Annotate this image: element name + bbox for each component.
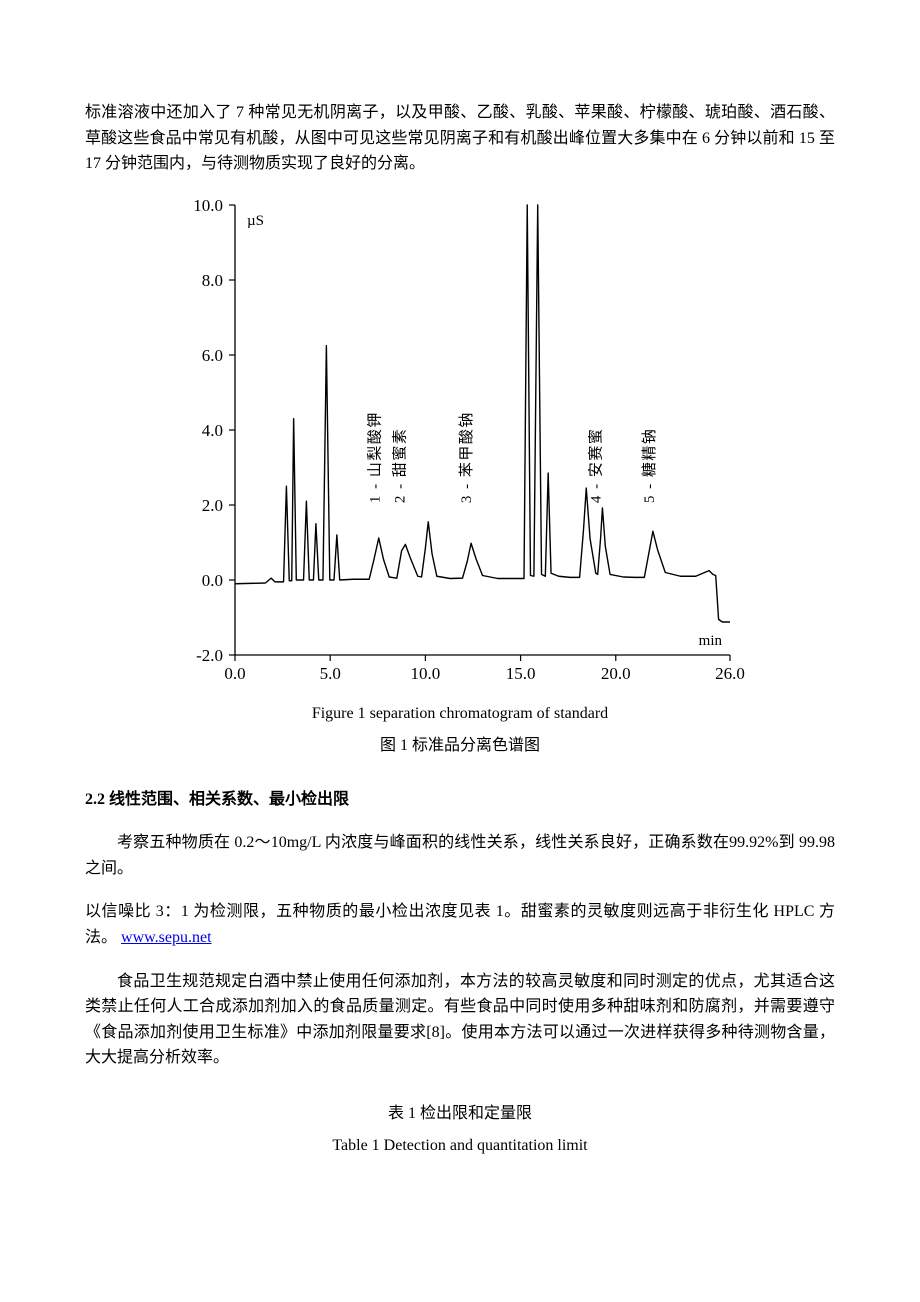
section-2-2-heading: 2.2 线性范围、相关系数、最小检出限 (85, 787, 835, 813)
chromatogram-svg: -2.00.02.04.06.08.010.00.05.010.015.020.… (173, 195, 748, 687)
svg-text:2.0: 2.0 (201, 496, 222, 515)
svg-text:3 - 苯甲酸钠: 3 - 苯甲酸钠 (458, 411, 475, 503)
table1-caption-zh: 表 1 检出限和定量限 (85, 1101, 835, 1127)
svg-text:-2.0: -2.0 (196, 646, 223, 665)
svg-text:6.0: 6.0 (201, 346, 222, 365)
section-2-2-p2: 以信噪比 3：1 为检测限，五种物质的最小检出浓度见表 1。甜蜜素的灵敏度则远高… (85, 899, 835, 950)
table1-caption-en: Table 1 Detection and quantitation limit (85, 1133, 835, 1159)
section-2-2-p3: 食品卫生规范规定白酒中禁止使用任何添加剂，本方法的较高灵敏度和同时测定的优点，尤… (85, 969, 835, 1071)
svg-text:26.0: 26.0 (715, 664, 745, 683)
svg-text:15.0: 15.0 (505, 664, 535, 683)
svg-text:0.0: 0.0 (201, 571, 222, 590)
svg-text:5.0: 5.0 (319, 664, 340, 683)
section-2-2-p1: 考察五种物质在 0.2～10mg/L 内浓度与峰面积的线性关系，线性关系良好，正… (85, 830, 835, 881)
svg-text:8.0: 8.0 (201, 271, 222, 290)
svg-text:2 - 甜蜜素: 2 - 甜蜜素 (391, 427, 408, 503)
svg-text:10.0: 10.0 (193, 196, 223, 215)
svg-text:µS: µS (247, 213, 264, 229)
svg-text:0.0: 0.0 (224, 664, 245, 683)
svg-text:10.0: 10.0 (410, 664, 440, 683)
sepu-link[interactable]: www.sepu.net (121, 929, 212, 946)
intro-paragraph: 标准溶液中还加入了 7 种常见无机阴离子，以及甲酸、乙酸、乳酸、苹果酸、柠檬酸、… (85, 100, 835, 177)
svg-text:4.0: 4.0 (201, 421, 222, 440)
svg-text:1 - 山梨酸钾: 1 - 山梨酸钾 (366, 411, 383, 503)
figure1-caption-en: Figure 1 separation chromatogram of stan… (85, 701, 835, 727)
svg-text:20.0: 20.0 (600, 664, 630, 683)
svg-text:5 - 糖精钠: 5 - 糖精钠 (640, 427, 657, 503)
svg-text:4 - 安赛蜜: 4 - 安赛蜜 (587, 427, 604, 503)
chromatogram-figure: -2.00.02.04.06.08.010.00.05.010.015.020.… (173, 195, 748, 696)
figure1-caption-zh: 图 1 标准品分离色谱图 (85, 733, 835, 759)
svg-text:min: min (698, 633, 722, 649)
